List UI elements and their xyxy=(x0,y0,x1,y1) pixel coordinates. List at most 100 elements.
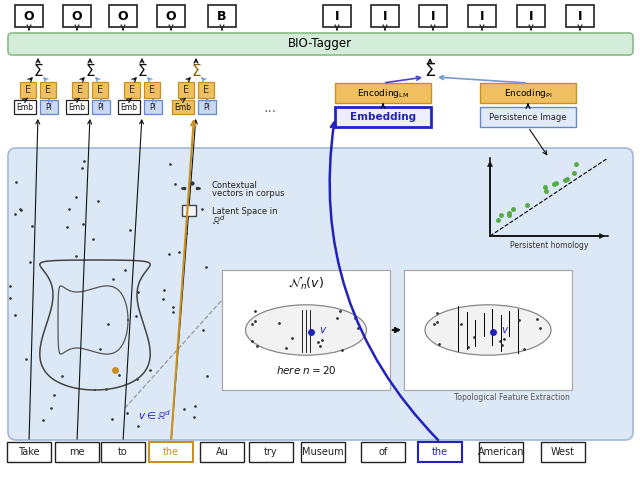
Bar xyxy=(149,442,193,462)
Bar xyxy=(418,442,462,462)
Text: Latent Space in: Latent Space in xyxy=(212,207,278,215)
Bar xyxy=(92,100,110,114)
Text: I: I xyxy=(335,10,339,22)
Bar xyxy=(479,442,523,462)
Text: E: E xyxy=(77,85,83,95)
Bar xyxy=(480,107,576,127)
Bar xyxy=(419,5,447,27)
Bar xyxy=(92,82,108,98)
Bar xyxy=(7,442,51,462)
Text: Encoding$_{\rm PI}$: Encoding$_{\rm PI}$ xyxy=(504,87,552,100)
Text: I: I xyxy=(578,10,582,22)
Text: v: v xyxy=(319,325,325,335)
Bar xyxy=(335,107,431,127)
Text: to: to xyxy=(118,447,128,457)
Bar xyxy=(178,82,194,98)
Text: Museum: Museum xyxy=(302,447,344,457)
Bar xyxy=(15,5,43,27)
Bar xyxy=(301,442,345,462)
Bar xyxy=(517,5,545,27)
Text: $\Sigma$: $\Sigma$ xyxy=(84,63,95,79)
FancyBboxPatch shape xyxy=(8,33,633,55)
Bar xyxy=(72,82,88,98)
Bar xyxy=(198,100,216,114)
Text: Contextual: Contextual xyxy=(212,181,258,190)
Bar xyxy=(63,5,91,27)
Text: Encoding$_{\rm LM}$: Encoding$_{\rm LM}$ xyxy=(357,87,409,100)
Bar xyxy=(182,205,196,216)
Text: I: I xyxy=(480,10,484,22)
Bar xyxy=(541,442,585,462)
Text: I: I xyxy=(383,10,387,22)
Bar xyxy=(404,270,572,390)
Text: Emb: Emb xyxy=(17,103,33,111)
Text: the: the xyxy=(163,447,179,457)
Text: Take: Take xyxy=(19,447,40,457)
Text: the: the xyxy=(432,447,448,457)
Bar xyxy=(208,5,236,27)
Text: E: E xyxy=(183,85,189,95)
Text: PI: PI xyxy=(97,103,104,111)
Text: E: E xyxy=(25,85,31,95)
Text: Emb: Emb xyxy=(68,103,86,111)
Text: PI: PI xyxy=(204,103,211,111)
Bar xyxy=(361,442,405,462)
Text: Emb: Emb xyxy=(175,103,191,111)
Bar xyxy=(144,100,162,114)
Bar xyxy=(66,100,88,114)
Text: B: B xyxy=(217,10,227,22)
Text: Persistence Image: Persistence Image xyxy=(489,112,567,121)
Text: E: E xyxy=(129,85,135,95)
Text: E: E xyxy=(149,85,155,95)
Text: v: v xyxy=(501,325,507,335)
Text: BIO-Tagger: BIO-Tagger xyxy=(288,37,352,50)
Text: ...: ... xyxy=(264,101,276,115)
Text: me: me xyxy=(69,447,84,457)
Text: PI: PI xyxy=(45,103,52,111)
Text: O: O xyxy=(118,10,128,22)
FancyBboxPatch shape xyxy=(8,148,633,440)
Text: $\Sigma$: $\Sigma$ xyxy=(424,62,436,80)
Bar xyxy=(200,442,244,462)
Text: O: O xyxy=(24,10,35,22)
Text: I: I xyxy=(431,10,435,22)
Bar xyxy=(198,82,214,98)
Bar xyxy=(172,100,194,114)
Bar xyxy=(40,82,56,98)
Text: Embedding: Embedding xyxy=(350,112,416,122)
Text: Topological Feature Extraction: Topological Feature Extraction xyxy=(454,393,570,403)
Text: $v \in \mathbb{R}^d$: $v \in \mathbb{R}^d$ xyxy=(138,408,172,422)
Text: try: try xyxy=(264,447,278,457)
Text: $\Sigma$: $\Sigma$ xyxy=(33,63,44,79)
Ellipse shape xyxy=(425,305,551,355)
Bar xyxy=(14,100,36,114)
Text: American: American xyxy=(477,447,524,457)
Text: Persistent homology: Persistent homology xyxy=(510,242,588,251)
Bar xyxy=(40,100,58,114)
Bar xyxy=(109,5,137,27)
Text: $\mathcal{N}_n(v)$: $\mathcal{N}_n(v)$ xyxy=(288,274,324,291)
Text: O: O xyxy=(166,10,176,22)
Text: E: E xyxy=(45,85,51,95)
Bar xyxy=(480,83,576,103)
Bar xyxy=(371,5,399,27)
Bar xyxy=(222,270,390,390)
Bar xyxy=(468,5,496,27)
Text: of: of xyxy=(378,447,388,457)
Bar xyxy=(249,442,293,462)
Bar xyxy=(157,5,185,27)
Bar xyxy=(323,5,351,27)
Bar xyxy=(335,83,431,103)
Text: here $n = 20$: here $n = 20$ xyxy=(276,364,337,376)
Text: $\Sigma$: $\Sigma$ xyxy=(137,63,147,79)
Bar xyxy=(20,82,36,98)
Text: West: West xyxy=(551,447,575,457)
Text: O: O xyxy=(72,10,83,22)
Bar xyxy=(55,442,99,462)
Text: $\mathbb{R}^d$: $\mathbb{R}^d$ xyxy=(212,213,226,227)
Text: E: E xyxy=(97,85,103,95)
Bar xyxy=(566,5,594,27)
Text: Au: Au xyxy=(216,447,228,457)
Text: PI: PI xyxy=(150,103,156,111)
Bar xyxy=(124,82,140,98)
